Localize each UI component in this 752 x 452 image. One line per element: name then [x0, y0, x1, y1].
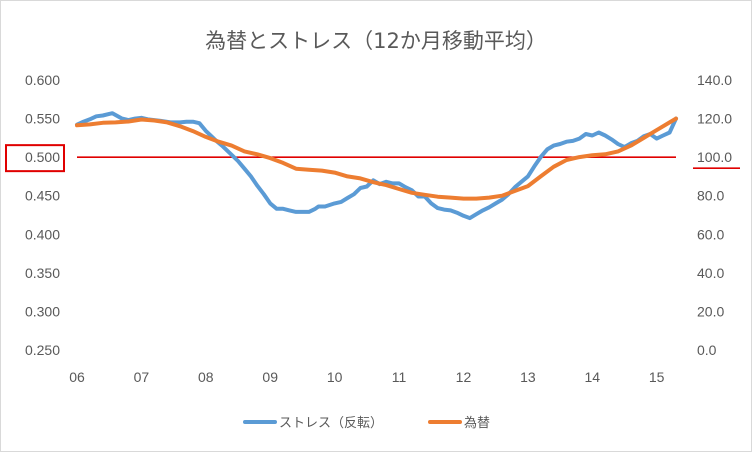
left-tick-label: 0.350: [25, 265, 60, 281]
right-tick-label: 80.0: [697, 188, 724, 204]
right-tick-label: 120.0: [697, 111, 732, 127]
x-tick-label: 14: [584, 369, 600, 385]
x-tick-label: 09: [262, 369, 278, 385]
right-y-axis-ticks: 140.0 120.0 100.0 80.0 60.0 40.0 20.0 0.0: [697, 72, 732, 358]
x-tick-label: 10: [327, 369, 343, 385]
x-axis-ticks: 06 07 08 09 10 11 12 13 14 15: [69, 369, 664, 385]
right-tick-label: 60.0: [697, 226, 724, 242]
right-tick-label: 40.0: [697, 265, 724, 281]
right-tick-label: 0.0: [697, 342, 717, 358]
right-tick-label: 140.0: [697, 72, 732, 88]
chart-title: 為替とストレス（12か月移動平均）: [205, 29, 547, 53]
right-tick-label: 100.0: [697, 149, 732, 165]
left-tick-label: 0.300: [25, 303, 60, 319]
left-tick-label: 0.600: [25, 72, 60, 88]
x-tick-label: 13: [520, 369, 536, 385]
left-tick-label: 0.400: [25, 226, 60, 242]
legend-label: 為替: [464, 415, 490, 431]
left-y-axis-ticks: 0.600 0.550 0.500 0.450 0.400 0.350 0.300 0.250: [25, 72, 60, 358]
left-tick-label: 0.250: [25, 342, 60, 358]
x-tick-label: 07: [134, 369, 150, 385]
x-tick-label: 11: [392, 369, 407, 385]
x-tick-label: 06: [69, 369, 85, 385]
series-line-2: [75, 116, 678, 201]
x-tick-label: 08: [198, 369, 214, 385]
x-tick-label: 12: [456, 369, 472, 385]
legend-label: ストレス（反転）: [279, 416, 383, 431]
left-tick-label: 0.550: [25, 111, 60, 127]
series-lines: [75, 111, 678, 221]
x-tick-label: 15: [649, 369, 665, 385]
left-tick-label: 0.500: [25, 149, 60, 165]
left-tick-highlight-box: [5, 144, 65, 173]
right-tick-label: 20.0: [697, 303, 724, 319]
highlight-marks: [5, 144, 740, 173]
series-line-1: [75, 111, 678, 221]
legend: ストレス（反転） 為替: [243, 415, 490, 431]
left-tick-label: 0.450: [25, 188, 60, 204]
